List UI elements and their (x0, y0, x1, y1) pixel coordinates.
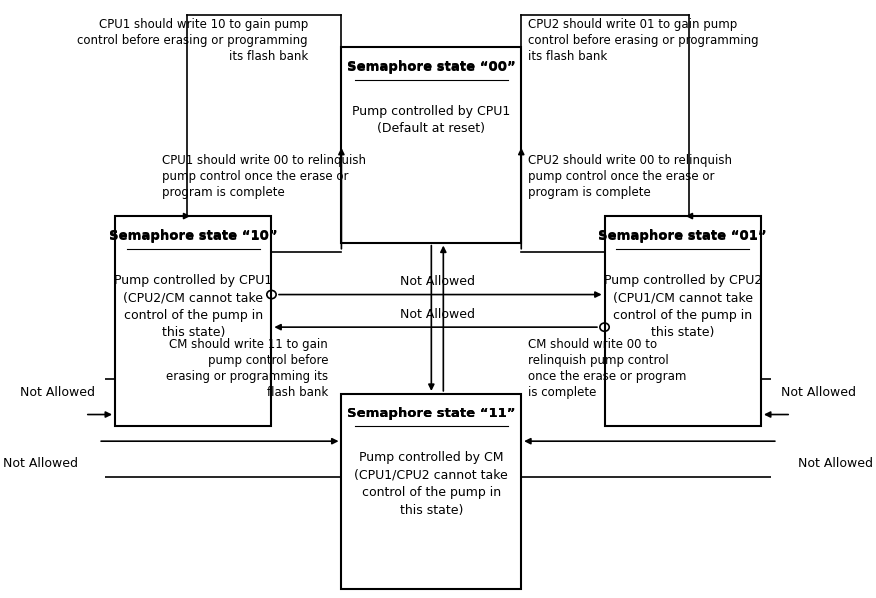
FancyBboxPatch shape (115, 216, 272, 426)
Text: CM should write 11 to gain
pump control before
erasing or programming its
flash : CM should write 11 to gain pump control … (166, 337, 328, 398)
Text: Not Allowed: Not Allowed (400, 275, 476, 288)
Text: Semaphore state “10”: Semaphore state “10” (109, 230, 278, 243)
Text: Semaphore state “10”: Semaphore state “10” (109, 229, 278, 242)
Text: Semaphore state “00”: Semaphore state “00” (347, 61, 516, 74)
Text: Semaphore state “01”: Semaphore state “01” (598, 230, 767, 243)
Text: Semaphore state “11”: Semaphore state “11” (347, 407, 516, 420)
Text: Pump controlled by CPU2
(CPU1/CM cannot take
control of the pump in
this state): Pump controlled by CPU2 (CPU1/CM cannot … (604, 273, 762, 339)
Text: CPU2 should write 01 to gain pump
control before erasing or programming
its flas: CPU2 should write 01 to gain pump contro… (528, 17, 759, 63)
Text: CPU2 should write 00 to relinquish
pump control once the erase or
program is com: CPU2 should write 00 to relinquish pump … (528, 154, 732, 199)
Text: CPU1 should write 00 to relinquish
pump control once the erase or
program is com: CPU1 should write 00 to relinquish pump … (161, 154, 365, 199)
Text: Pump controlled by CM
(CPU1/CPU2 cannot take
control of the pump in
this state): Pump controlled by CM (CPU1/CPU2 cannot … (355, 451, 508, 517)
FancyBboxPatch shape (342, 47, 521, 243)
Text: Semaphore state “00”: Semaphore state “00” (347, 60, 516, 73)
Text: Not Allowed: Not Allowed (20, 386, 95, 399)
Text: Semaphore state “11”: Semaphore state “11” (347, 407, 516, 420)
Text: Semaphore state “01”: Semaphore state “01” (598, 229, 767, 242)
Text: Not Allowed: Not Allowed (400, 307, 476, 321)
Text: Pump controlled by CPU1
(CPU2/CM cannot take
control of the pump in
this state): Pump controlled by CPU1 (CPU2/CM cannot … (114, 273, 272, 339)
Text: CPU1 should write 10 to gain pump
control before erasing or programming
its flas: CPU1 should write 10 to gain pump contro… (77, 17, 308, 63)
Text: Not Allowed: Not Allowed (798, 457, 872, 470)
Text: Not Allowed: Not Allowed (781, 386, 856, 399)
Text: CM should write 00 to
relinquish pump control
once the erase or program
is compl: CM should write 00 to relinquish pump co… (528, 337, 686, 398)
FancyBboxPatch shape (604, 216, 761, 426)
Text: Pump controlled by CPU1
(Default at reset): Pump controlled by CPU1 (Default at rese… (352, 105, 511, 135)
Text: Not Allowed: Not Allowed (4, 457, 78, 470)
FancyBboxPatch shape (342, 394, 521, 589)
